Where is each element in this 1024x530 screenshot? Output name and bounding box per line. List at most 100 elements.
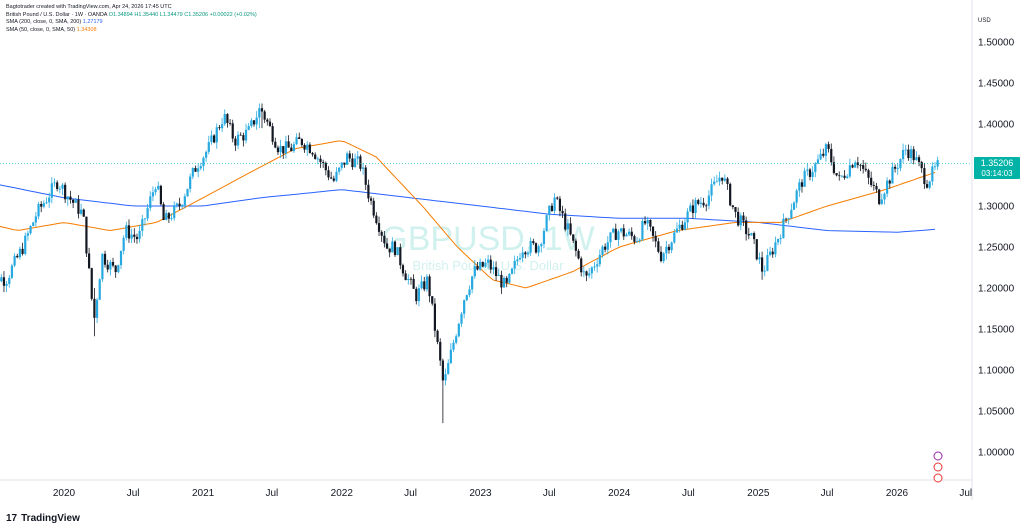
- candle-body: [798, 182, 801, 191]
- candle-body: [737, 211, 740, 226]
- candle-body: [436, 330, 439, 342]
- candle-body: [13, 255, 16, 266]
- candle-body: [215, 127, 218, 143]
- candle-body: [308, 144, 311, 154]
- candle-body: [66, 196, 69, 200]
- candle-body: [125, 225, 128, 238]
- candle-body: [917, 157, 921, 163]
- candle-body: [473, 266, 476, 277]
- sma200-legend[interactable]: SMA (200, close, 0, SMA, 200): [6, 19, 82, 25]
- candle-body: [814, 163, 817, 173]
- candle-body: [577, 250, 580, 259]
- candle-body: [806, 169, 809, 171]
- candle-body: [263, 111, 266, 120]
- time-tick-label: 2021: [192, 488, 215, 499]
- candle-body: [327, 170, 330, 178]
- candle-body: [53, 182, 56, 184]
- candle-body: [8, 277, 11, 284]
- candle-body: [98, 279, 101, 300]
- candle-body: [675, 228, 679, 233]
- candle-body: [822, 153, 825, 156]
- candle-body: [234, 138, 237, 146]
- candle-body: [566, 223, 570, 230]
- candle-body: [199, 166, 202, 169]
- candle-body: [699, 202, 703, 204]
- candle-body: [792, 202, 796, 210]
- candle-body: [335, 171, 338, 181]
- candle-body: [513, 260, 516, 269]
- candle-body: [138, 230, 141, 240]
- candle-body: [377, 223, 381, 232]
- candle-body: [550, 205, 554, 212]
- candle-body: [87, 253, 91, 269]
- candle-body: [827, 144, 830, 149]
- candle-body: [505, 277, 508, 283]
- candle-body: [590, 267, 593, 274]
- candle-body: [407, 278, 410, 281]
- candle-body: [824, 144, 828, 156]
- symbol-title[interactable]: British Pound / U.S. Dollar · 1W · OANDA: [6, 11, 108, 18]
- candle-body: [878, 189, 881, 205]
- candle-body: [332, 178, 335, 181]
- candle-body: [681, 224, 684, 230]
- sma50-legend[interactable]: SMA (50, close, 0, SMA, 50): [6, 26, 76, 33]
- candle-body: [175, 203, 178, 206]
- candle-body: [37, 203, 40, 217]
- candle-body: [891, 166, 894, 184]
- candle-body: [274, 141, 277, 148]
- candle-body: [0, 277, 3, 282]
- candle-body: [457, 323, 460, 337]
- price-axis[interactable]: USD 1.00000 1.05000 1.10000 1.15000 1.20000 1…: [978, 18, 1015, 459]
- candle-body: [351, 158, 354, 168]
- candle-body: [574, 240, 577, 251]
- price-axis-unit: USD: [978, 18, 991, 24]
- candle-body: [348, 153, 351, 159]
- candle-body: [423, 281, 426, 290]
- candle-body: [502, 277, 506, 288]
- candle-body: [625, 234, 628, 237]
- candle-body: [173, 205, 176, 219]
- candle-body: [236, 134, 240, 146]
- candle-body: [702, 202, 705, 206]
- candle-body: [322, 162, 325, 164]
- candle-body: [186, 188, 189, 197]
- candle-body: [556, 197, 559, 199]
- candle-body: [228, 123, 232, 124]
- candle-body: [691, 205, 695, 213]
- chart-header: Bagtotrader created with TradingView.com…: [6, 4, 257, 34]
- candle-body: [787, 218, 790, 220]
- candle-body: [316, 158, 319, 160]
- candle-body: [157, 185, 160, 190]
- candle-body: [883, 193, 886, 200]
- candle-body: [404, 273, 407, 281]
- candle-body: [447, 363, 450, 375]
- candle-body: [32, 222, 35, 227]
- candle-body: [713, 181, 716, 185]
- candle-body: [795, 190, 798, 203]
- tradingview-logo[interactable]: 17 TradingView: [6, 513, 80, 524]
- candle-body: [282, 146, 285, 154]
- candle-body: [210, 135, 213, 143]
- sma200-path: [0, 184, 936, 233]
- candle-body: [127, 225, 131, 239]
- candle-body: [399, 247, 402, 266]
- time-axis[interactable]: 2020 Jul 2021 Jul 2022 Jul 2023 Jul 2024 Jul 2025 J…: [53, 488, 972, 499]
- candle-body: [468, 289, 471, 296]
- candle-body: [901, 150, 905, 160]
- candle-body: [763, 270, 766, 272]
- candle-body: [588, 273, 591, 276]
- event-markers[interactable]: [933, 451, 943, 483]
- candle-body: [372, 200, 375, 216]
- candle-body: [74, 199, 77, 203]
- candle-body: [750, 233, 753, 236]
- candle-body: [569, 223, 572, 235]
- candle-body: [455, 336, 458, 343]
- candle-body: [61, 184, 64, 189]
- candle-body: [85, 216, 88, 254]
- candle-body: [449, 349, 452, 364]
- candle-body: [338, 167, 341, 172]
- price-tick-label: 1.10000: [978, 366, 1015, 377]
- candle-body: [859, 164, 862, 166]
- candle-body: [542, 230, 546, 245]
